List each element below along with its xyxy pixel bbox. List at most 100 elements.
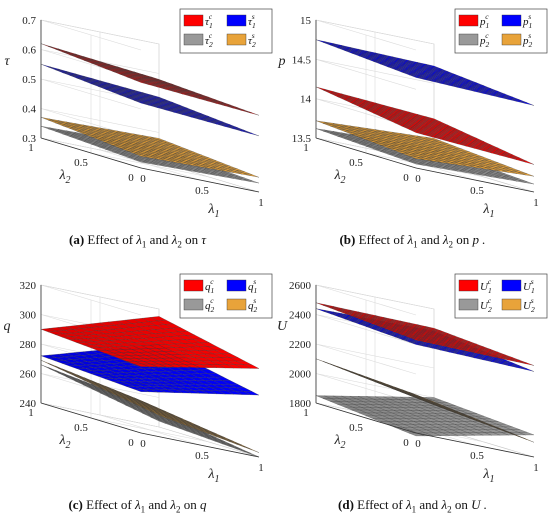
y-tick-label: 1 (303, 142, 309, 154)
panel-caption: (a) Effect of λ1 and λ2 on τ (0, 232, 275, 250)
y-axis-label: λ2 (333, 433, 345, 451)
y-tick-label: 1 (28, 142, 34, 154)
x-tick-label: 1 (258, 462, 264, 474)
x-tick-label: 0 (415, 173, 421, 185)
x-tick-label: 1 (258, 197, 264, 209)
axis-lines (315, 20, 535, 193)
z-tick-label: 13.5 (292, 133, 312, 145)
panel-label: (d) (338, 497, 354, 512)
axis-lines (40, 20, 260, 193)
legend-entry-τ2s: τ2s (248, 31, 256, 49)
y-tick-label: 1 (303, 407, 309, 419)
x-tick-label: 0.5 (195, 185, 209, 197)
panel-label: (a) (69, 232, 85, 247)
legend-entry-p2s: p2s (522, 31, 533, 49)
legend-entry-U1s: U1s (523, 277, 535, 295)
x-tick-label: 1 (533, 197, 539, 209)
y-axis-label: λ2 (333, 168, 345, 186)
z-tick-label: 260 (20, 369, 37, 381)
chart-panel-d: 0 0.5 1 0 0.5 1 1800 2000 2200 2400 2600 λ1 λ2 U U1c U1… (275, 265, 550, 529)
legend-entry-q1s: q1s (248, 277, 257, 295)
surface-U1c (315, 302, 535, 366)
z-tick-label: 240 (20, 398, 37, 410)
x-tick-label: 0 (140, 438, 146, 450)
x-axis-label: λ1 (207, 467, 219, 485)
caption-text: Effect of λ1 and λ2 on q (86, 497, 207, 515)
legend: U1c U1s U2c U2s (454, 273, 548, 319)
panel-caption: (c) Effect of λ1 and λ2 on q (0, 497, 275, 515)
y-tick-label: 0 (128, 172, 134, 184)
z-tick-label: 2400 (289, 310, 312, 322)
surface-U2s (315, 358, 535, 443)
chart-panel-a: 0 0.5 1 0 0.5 1 0.3 0.4 0.5 0.6 0.7 λ1 λ2 τ τ1c τ1s τ2c τ… (0, 0, 275, 264)
z-tick-label: 0.4 (22, 104, 36, 116)
y-axis-label: λ2 (58, 433, 70, 451)
legend-entry-U2c: U2c (480, 296, 492, 314)
panel-caption: (d) Effect of λ1 and λ2 on U . (275, 497, 550, 515)
z-axis-label: U (277, 319, 288, 334)
surface-p1c (315, 86, 535, 165)
x-tick-label: 0.5 (470, 185, 484, 197)
legend-entry-τ2c: τ2c (205, 31, 213, 49)
chart-panel-b: 0 0.5 1 0 0.5 1 13.5 14 14.5 15 λ1 λ2 p p1c p1s p2c p2s(… (275, 0, 550, 264)
x-axis-label: λ1 (482, 467, 494, 485)
z-tick-label: 280 (20, 339, 37, 351)
caption-text: Effect of λ1 and λ2 on U . (357, 497, 487, 515)
z-tick-label: 1800 (289, 398, 312, 410)
x-tick-label: 0.5 (195, 450, 209, 462)
surface-τ1c (40, 43, 260, 116)
legend-entry-p2c: p2c (479, 31, 490, 49)
surface-p1s (315, 39, 535, 106)
axis-lines (40, 285, 260, 458)
z-tick-label: 320 (20, 280, 37, 292)
x-axis-label: λ1 (482, 202, 494, 220)
panel-label: (b) (339, 232, 356, 247)
x-tick-label: 0 (140, 173, 146, 185)
caption-text: Effect of λ1 and λ2 on p . (358, 232, 486, 250)
x-tick-label: 0 (415, 438, 421, 450)
z-axis-label: q (4, 319, 11, 334)
x-tick-label: 1 (533, 462, 539, 474)
legend-entry-q1c: q1c (205, 277, 214, 295)
z-tick-label: 14.5 (292, 54, 312, 66)
surface-p2s (315, 120, 535, 177)
legend-entry-q2s: q2s (248, 296, 258, 314)
z-tick-label: 0.3 (22, 133, 36, 145)
legend: τ1c τ1s τ2c τ2s (179, 8, 273, 54)
y-axis-label: λ2 (58, 168, 70, 186)
z-tick-label: 2000 (289, 369, 312, 381)
legend-entry-τ1c: τ1c (205, 12, 213, 30)
axis-lines (315, 285, 535, 458)
legend-entry-p1c: p1c (479, 12, 489, 30)
x-axis-label: λ1 (207, 202, 219, 220)
legend-entry-U1c: U1c (480, 277, 492, 295)
legend-entry-q2c: q2c (205, 296, 215, 314)
y-tick-label: 0.5 (74, 422, 88, 434)
legend-entry-τ1s: τ1s (248, 12, 256, 30)
legend: q1c q1s q2c q2s (179, 273, 273, 319)
z-tick-label: 15 (300, 15, 312, 27)
x-tick-label: 0.5 (470, 450, 484, 462)
y-tick-label: 0.5 (349, 422, 363, 434)
legend: p1c p1s p2c p2s (454, 8, 548, 54)
surface-q1c (40, 316, 260, 369)
z-tick-label: 0.5 (22, 74, 36, 86)
surface-τ1s (40, 64, 260, 137)
z-tick-label: 0.6 (22, 45, 36, 57)
surface-τ2s (40, 117, 260, 178)
chart-panel-c: 0 0.5 1 0 0.5 1 240 260 280 300 320 λ1 λ2 q q1c q1s q2c q… (0, 265, 275, 529)
legend-entry-p1s: p1s (522, 12, 532, 30)
z-tick-label: 14 (300, 94, 312, 106)
y-tick-label: 0 (128, 437, 134, 449)
y-tick-label: 0.5 (74, 157, 88, 169)
z-axis-label: p (278, 54, 286, 69)
caption-text: Effect of λ1 and λ2 on τ (87, 232, 206, 250)
z-tick-label: 2200 (289, 339, 312, 351)
z-tick-label: 300 (20, 310, 37, 322)
panel-label: (c) (68, 497, 83, 512)
y-tick-label: 0.5 (349, 157, 363, 169)
z-tick-label: 0.7 (22, 15, 36, 27)
z-axis-label: τ (4, 54, 10, 69)
